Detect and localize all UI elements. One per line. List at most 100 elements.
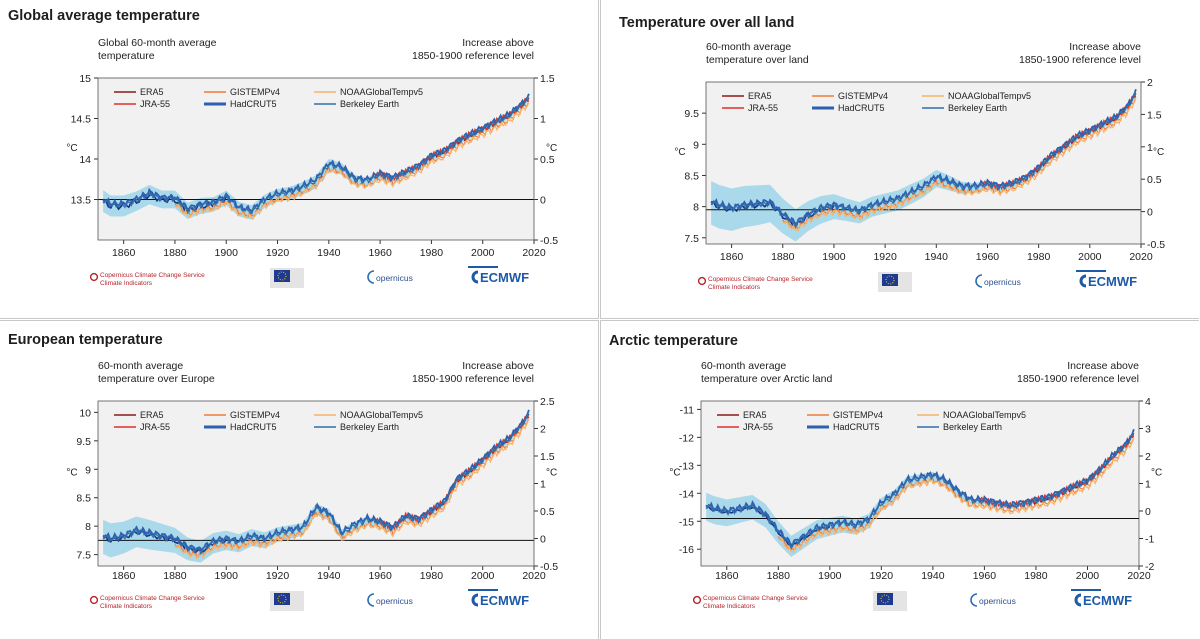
svg-text:opernicus: opernicus [984,277,1021,287]
svg-text:Climate Indicators: Climate Indicators [100,603,153,610]
x-tick-label: 1960 [973,570,997,582]
x-tick-label: 2020 [522,570,546,582]
chart-panel-europe: European temperature 60-month average tem… [0,320,599,639]
svg-text:Climate Indicators: Climate Indicators [703,603,756,610]
x-tick-label: 1880 [163,247,187,259]
y-right-tick-label: -1 [1145,534,1154,546]
panel-title: Global average temperature [8,8,200,24]
x-tick-label: 1980 [420,570,444,582]
x-tick-label: 1860 [112,247,136,259]
x-tick-label: 2020 [522,247,546,259]
left-caption: temperature over Arctic land [701,373,832,385]
x-tick-label: 1860 [112,570,136,582]
svg-text:ECMWF: ECMWF [1083,593,1132,608]
x-tick-label: 1960 [976,251,1000,263]
y-right-tick-label: 1 [540,479,546,491]
x-tick-label: 1920 [873,251,897,263]
legend-label: NOAAGlobalTempv5 [340,410,423,420]
y-left-tick-label: -13 [679,460,694,472]
legend-label: NOAAGlobalTempv5 [948,91,1031,101]
y-right-tick-label: 1 [540,114,546,126]
series-line-berkeley-earth [102,412,530,556]
y-right-tick-label: 3 [1145,424,1151,436]
series-line-jra-55 [981,93,1137,190]
x-tick-label: 1900 [215,247,239,259]
svg-text:opernicus: opernicus [376,273,413,283]
x-tick-label: 1980 [1027,251,1051,263]
legend-label: HadCRUT5 [838,103,885,113]
uncertainty-band [711,91,1136,242]
legend-label: JRA-55 [140,422,170,432]
legend-label: GISTEMPv4 [838,91,888,101]
series-line-jra-55 [374,413,530,531]
x-tick-label: 1940 [317,247,341,259]
svg-text:ECMWF: ECMWF [480,270,529,285]
y-left-tick-label: -12 [679,432,694,444]
x-tick-label: 1940 [921,570,945,582]
y-right-tick-label: 0 [1145,506,1151,518]
right-unit-label: °C [1153,147,1164,158]
x-tick-label: 1920 [870,570,894,582]
left-caption: temperature [98,50,155,62]
y-left-tick-label: 7.5 [684,233,699,245]
copernicus-logo: opernicus [367,270,413,284]
y-left-tick-label: 8.5 [684,170,699,182]
right-caption: 1850-1900 reference level [1017,373,1139,385]
series-line-berkeley-earth [710,91,1137,229]
right-unit-label: °C [546,143,557,154]
plot-frame [705,81,1142,245]
x-tick-label: 1880 [767,570,791,582]
c3s-logo: Copernicus Climate Change ServiceClimate… [89,272,205,287]
right-caption: 1850-1900 reference level [412,50,534,62]
series-line-noaaglobaltempv5 [174,418,530,561]
legend-label: HadCRUT5 [230,422,277,432]
series-line-jra-55 [374,97,530,182]
left-caption: temperature over Europe [98,373,215,385]
x-tick-label: 1940 [317,570,341,582]
y-left-tick-label: 14.5 [71,114,92,126]
panel-title: Temperature over all land [619,15,795,31]
ecmwf-logo: ECMWF [1076,270,1137,289]
right-caption: Increase above [1067,360,1139,372]
svg-text:Climate Indicators: Climate Indicators [100,280,153,287]
legend-label: NOAAGlobalTempv5 [943,410,1026,420]
right-caption: 1850-1900 reference level [412,373,534,385]
legend-label: ERA5 [748,91,772,101]
x-tick-label: 1960 [368,247,392,259]
x-tick-label: 1920 [266,247,290,259]
y-left-tick-label: 14 [79,154,91,166]
ecmwf-logo: ECMWF [468,266,529,285]
y-right-tick-label: 2 [1145,451,1151,463]
y-left-tick-label: 15 [79,73,91,85]
copernicus-logo: opernicus [970,593,1016,607]
legend-label: Berkeley Earth [340,422,399,432]
c3s-logo: Copernicus Climate Change ServiceClimate… [89,595,205,610]
left-unit-label: °C [66,468,77,479]
y-left-tick-label: 7.5 [76,550,91,562]
y-right-tick-label: 1.5 [540,73,555,85]
svg-text:Copernicus Climate Change Serv: Copernicus Climate Change Service [100,272,205,279]
series-line-noaaglobaltempv5 [782,97,1137,232]
legend-label: GISTEMPv4 [833,410,883,420]
left-unit-label: °C [66,143,77,154]
right-caption: 1850-1900 reference level [1019,54,1141,66]
plot-frame [700,400,1140,567]
legend-label: HadCRUT5 [833,422,880,432]
svg-text:ECMWF: ECMWF [480,593,529,608]
x-tick-label: 1900 [818,570,842,582]
legend-label: ERA5 [140,410,164,420]
uncertainty-band [103,412,529,563]
y-right-tick-label: 1 [1147,142,1153,154]
y-left-tick-label: 9.5 [684,108,699,120]
y-right-tick-label: 2 [1147,77,1153,89]
y-right-tick-label: 4 [1145,396,1151,408]
left-caption: Global 60-month average [98,37,217,49]
y-left-tick-label: -14 [679,488,694,500]
y-left-tick-label: 8 [693,202,699,214]
x-tick-label: 1960 [368,570,392,582]
left-caption: 60-month average [98,360,183,372]
y-left-tick-label: 8.5 [76,493,91,505]
